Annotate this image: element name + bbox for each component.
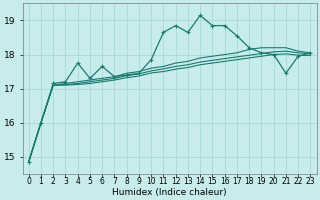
X-axis label: Humidex (Indice chaleur): Humidex (Indice chaleur) [112,188,227,197]
